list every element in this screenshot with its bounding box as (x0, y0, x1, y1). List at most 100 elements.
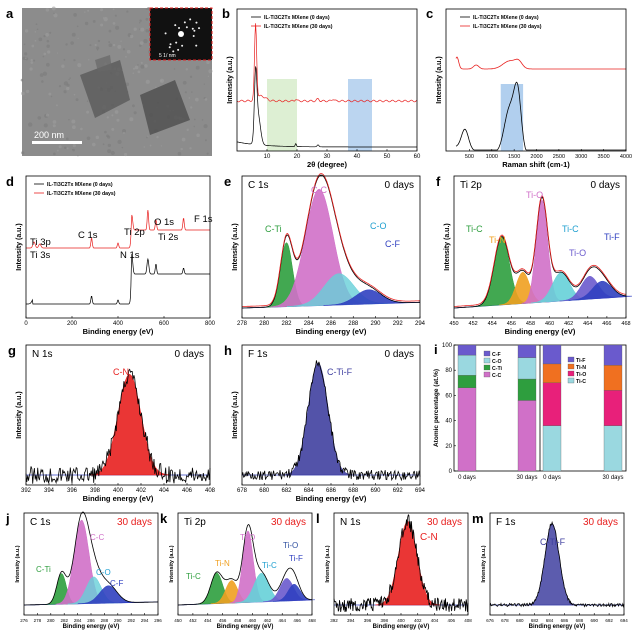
xps-xlabel-e: Binding energy (eV) (296, 327, 367, 336)
xps-xtick-h-label: 684 (304, 488, 315, 494)
tem-grain (22, 56, 26, 61)
tem-grain (125, 56, 127, 58)
inset-scale-label: 5 1/ nm (159, 53, 176, 59)
tem-grain (195, 65, 200, 70)
tem-grain (87, 9, 90, 12)
tem-grain (45, 32, 49, 37)
xps-raw-data-line (241, 360, 421, 482)
tem-grain (21, 91, 25, 96)
tem-grain (134, 65, 139, 70)
tem-grain (56, 149, 59, 152)
xps-xtick-h-label: 682 (281, 488, 292, 494)
xps-xtick-k-label: 462 (264, 618, 272, 623)
tem-grain (144, 64, 148, 68)
xps-xtick-g-label: 402 (136, 488, 147, 494)
tem-grain (35, 23, 38, 26)
survey-peak-f1s-label: F 1s (194, 214, 213, 225)
tem-grain (184, 91, 187, 94)
tem-grain (116, 118, 120, 122)
survey-xtick-label: 400 (113, 321, 124, 327)
xps-xtick-k-label: 460 (249, 618, 257, 623)
tem-grain (65, 137, 69, 141)
tem-grain (20, 78, 24, 82)
tem-grain (42, 131, 47, 135)
bar-segment-ti-o (542, 382, 562, 426)
diffraction-spot (183, 21, 186, 24)
xps-xtick-e-label: 278 (237, 321, 248, 327)
xps-xtick-f-label: 458 (526, 321, 535, 327)
xps-xtick-g-label: 396 (67, 488, 78, 494)
tem-grain (53, 12, 55, 15)
bar-segment-c-ti (517, 378, 537, 401)
tem-grain (48, 92, 52, 96)
tem-grain (52, 124, 56, 128)
bar-xtick-label: 0 days (458, 475, 476, 481)
panel-letter-b: b (222, 6, 230, 21)
xps-xtick-m-label: 686 (561, 618, 569, 623)
xps-xtick-j-label: 292 (127, 618, 135, 623)
tem-grain (125, 82, 130, 87)
xps-xtick-l-label: 406 (447, 618, 455, 623)
tem-grain (76, 25, 79, 28)
bar-legend-label: Ti-O (576, 372, 586, 378)
xrd-0days-line (236, 66, 417, 148)
tem-grain (66, 147, 69, 150)
bar-legend-swatch (483, 364, 491, 371)
raman-axes (445, 8, 627, 152)
bar-segment-c-ti (457, 375, 477, 388)
tem-grain (145, 8, 147, 10)
xps-xtick-j-label: 278 (34, 618, 42, 623)
tem-grain (37, 116, 42, 120)
xps-days-m: 30 days (583, 517, 618, 528)
xps-peak-label-k: Ti-F (289, 554, 303, 563)
xps-xtick-l-label: 408 (464, 618, 472, 623)
tem-grain (137, 70, 141, 74)
bar-legend-swatch (567, 363, 575, 370)
xps-xtick-h-label: 688 (348, 488, 359, 494)
tem-grain (68, 118, 70, 121)
xps-xtick-k-label: 452 (189, 618, 197, 623)
xps-title-h: F 1s (248, 349, 267, 360)
tem-grain (52, 120, 57, 124)
xps-xtick-g-label: 408 (205, 488, 216, 494)
xps-xtick-j-label: 284 (74, 618, 82, 623)
tem-grain (106, 134, 109, 138)
scale-bar (32, 141, 82, 144)
xps-xtick-g-label: 398 (90, 488, 101, 494)
xps-xtick-l-label: 400 (397, 618, 405, 623)
survey-30days-line (26, 209, 210, 249)
bar-xtick-label: 30 days (602, 475, 623, 481)
bar-xtick-label: 30 days (516, 475, 537, 481)
tem-grain (71, 119, 76, 124)
xps-peak-label-j: C-F (110, 579, 123, 588)
tem-grain (51, 6, 56, 11)
tem-grain (100, 23, 104, 27)
tem-grain (204, 98, 208, 101)
xps-peak-label-j: C-Ti (36, 565, 51, 574)
xps-ylabel-e: Intensity (a.u.) (232, 223, 239, 270)
bar-legend-swatch (567, 356, 575, 363)
tem-grain (143, 146, 145, 148)
xps-axes-k (177, 512, 313, 616)
diffraction-spot (198, 27, 201, 30)
tem-grain (88, 59, 90, 61)
xps-days-f: 0 days (591, 180, 620, 191)
panel-letter-f: f (436, 174, 441, 189)
xps-xtick-e-label: 282 (281, 321, 292, 327)
tem-grain (145, 17, 149, 21)
survey-peak-c1s-label: C 1s (78, 230, 98, 241)
highlight-blue (348, 79, 372, 151)
tem-grain (70, 41, 74, 45)
panel-letter-d: d (6, 174, 14, 189)
tem-grain (96, 49, 99, 51)
tem-grain (42, 71, 48, 76)
xps-xtick-l-label: 392 (330, 618, 338, 623)
tem-grain (182, 80, 187, 85)
xps-raw-data-line (24, 511, 159, 606)
tem-grain (143, 38, 148, 44)
xps-xlabel-k: Binding energy (eV) (217, 624, 274, 630)
panel-letter-m: m (472, 511, 484, 526)
tem-grain (45, 62, 50, 67)
tem-grain (50, 95, 53, 98)
tem-grain (114, 14, 117, 17)
